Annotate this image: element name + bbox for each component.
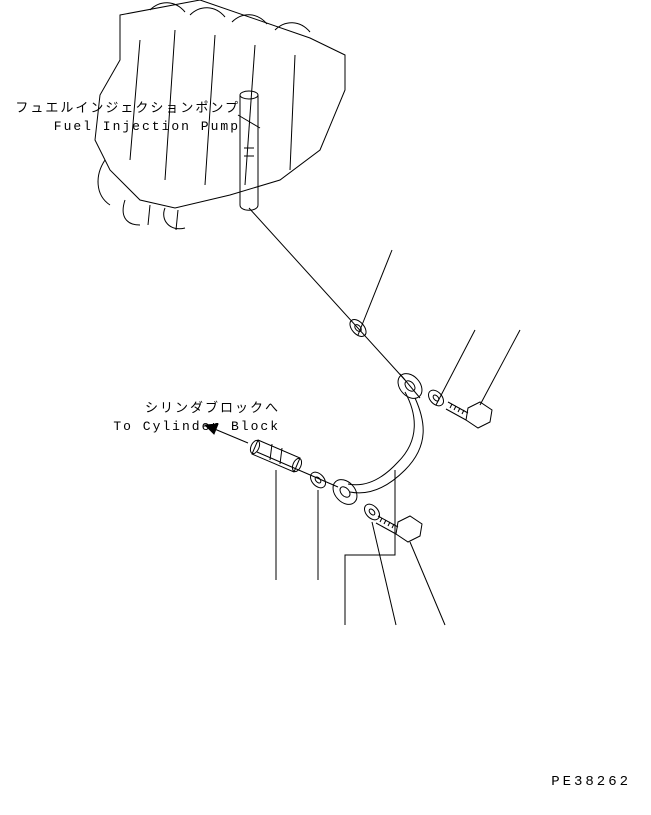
label-fuel-pump-en: Fuel Injection Pump bbox=[0, 118, 240, 136]
lube-tube bbox=[348, 392, 423, 493]
label-cyl-block-jp: シリンダブロックへ bbox=[100, 400, 280, 418]
axis-line-main bbox=[249, 208, 405, 380]
banjo-bolt-lower bbox=[376, 516, 422, 542]
label-to-cylinder-block: シリンダブロックへ To Cylinder Block bbox=[100, 400, 280, 436]
banjo-bolt-upper bbox=[446, 402, 492, 428]
washer-lower-right bbox=[362, 501, 383, 522]
label-fuel-pump-jp: フュエルインジェクションポンプ bbox=[0, 100, 240, 118]
washer-lower-left bbox=[308, 469, 329, 490]
leader-lines bbox=[276, 250, 520, 625]
banjo-fitting-upper bbox=[393, 369, 427, 403]
label-cyl-block-en: To Cylinder Block bbox=[100, 418, 280, 436]
union-connector bbox=[249, 439, 304, 473]
banjo-fitting-lower bbox=[328, 475, 362, 509]
drawing-id: PE38262 bbox=[551, 774, 631, 790]
label-fuel-injection-pump: フュエルインジェクションポンプ Fuel Injection Pump bbox=[0, 100, 240, 136]
